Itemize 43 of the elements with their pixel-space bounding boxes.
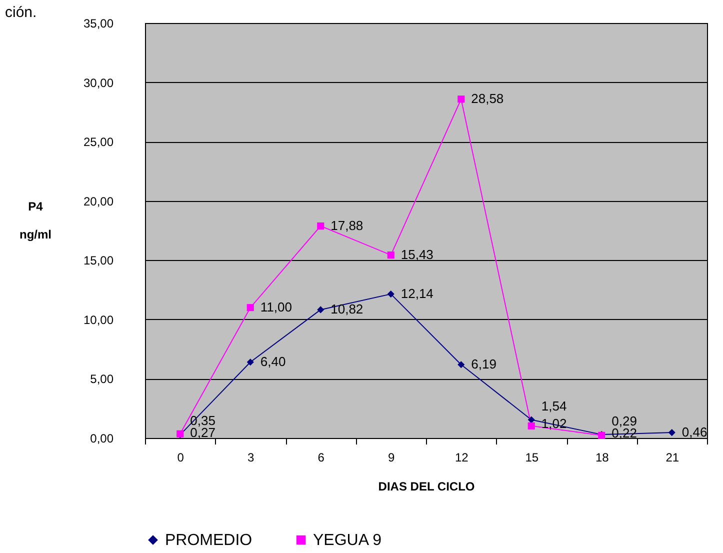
x-tick-label: 21 — [666, 450, 680, 464]
point — [528, 416, 535, 424]
y-tick-label: 10,00 — [83, 312, 114, 327]
y-tick-label: 0,00 — [90, 432, 114, 446]
data-label: 28,58 — [471, 91, 504, 106]
y-tick-label: 35,00 — [83, 16, 114, 30]
x-tick-label: 12 — [454, 450, 469, 464]
point — [387, 252, 394, 259]
data-label: 6,19 — [471, 356, 496, 372]
x-tick-label: 15 — [525, 450, 539, 464]
y-tick-label: 20,00 — [83, 194, 114, 208]
y-tick-label: 5,00 — [90, 372, 114, 386]
point — [317, 222, 324, 230]
data-label: 1,54 — [541, 398, 567, 414]
data-label: 6,40 — [260, 354, 286, 370]
data-label: 15,43 — [400, 247, 434, 262]
y-tick-label: 15,00 — [83, 254, 114, 268]
data-label: 11,00 — [260, 300, 292, 315]
point — [387, 290, 394, 298]
y-tick-label: 25,00 — [83, 135, 114, 150]
data-label: 17,88 — [330, 218, 364, 233]
data-label: 12,14 — [400, 286, 434, 302]
data-label: 0,46 — [682, 424, 708, 440]
x-axis-title: DIAS DEL CICLO — [378, 480, 475, 494]
x-tick-label: 9 — [388, 450, 396, 464]
point — [458, 361, 465, 368]
point — [528, 422, 535, 430]
point — [458, 96, 465, 103]
data-label: 10,82 — [330, 302, 364, 317]
data-label: 0,29 — [612, 414, 637, 429]
y-axis-title: P4 ng/ml — [20, 200, 52, 242]
point — [668, 429, 676, 436]
x-tick-label: 0 — [177, 450, 184, 464]
y-tick-label: 30,00 — [83, 76, 114, 90]
point — [246, 358, 254, 366]
x-tick-label: 3 — [248, 450, 255, 464]
text: ción. — [5, 4, 37, 21]
x-tick-label: 6 — [318, 450, 325, 464]
legend-label: PROMEDIO — [165, 532, 252, 549]
x-tick-label: 18 — [595, 450, 610, 464]
legend-label: YEGUA 9 — [313, 532, 382, 549]
point — [317, 306, 324, 314]
point — [246, 304, 254, 312]
